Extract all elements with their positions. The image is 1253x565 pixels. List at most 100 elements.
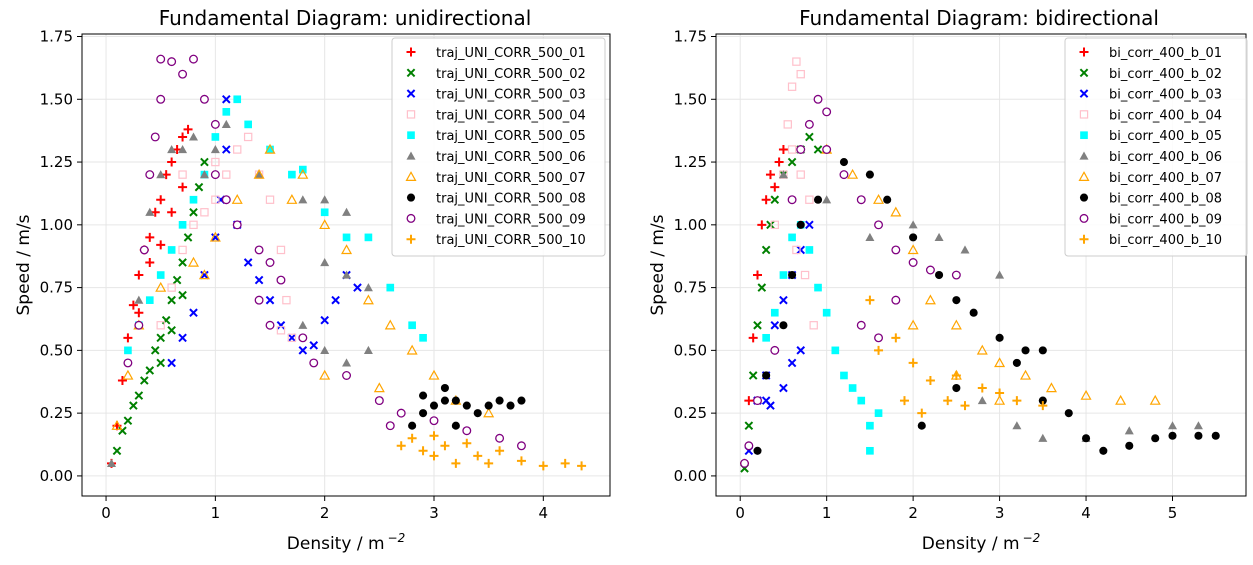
data-point: [123, 358, 133, 368]
data-point: [779, 321, 788, 330]
data-point: [265, 320, 275, 330]
data-point: [977, 383, 987, 393]
data-point: [907, 244, 919, 255]
data-point: [150, 346, 160, 355]
data-point: [917, 421, 926, 430]
data-point: [287, 333, 297, 343]
legend-marker: [1079, 151, 1089, 160]
data-point: [320, 195, 330, 204]
series-traj_UNI_CORR_500_06: [107, 119, 373, 467]
legend-marker: [406, 193, 416, 202]
legend-label: bi_corr_400_b_10: [1109, 233, 1222, 248]
data-point: [232, 220, 242, 230]
data-point: [765, 170, 775, 180]
data-point: [813, 195, 823, 204]
data-point: [484, 401, 493, 410]
data-point: [178, 170, 187, 179]
data-point: [757, 283, 767, 292]
y-tick-label: 1.25: [674, 153, 707, 171]
data-point: [473, 451, 483, 461]
data-point: [298, 333, 308, 343]
y-tick-label: 0.75: [40, 279, 73, 297]
legend-marker: [406, 234, 416, 244]
data-point: [800, 270, 810, 280]
data-point: [128, 300, 138, 310]
data-point: [199, 170, 209, 179]
x-tick-label: 1: [211, 504, 221, 522]
legend-marker: [1079, 68, 1089, 78]
data-point: [908, 358, 918, 368]
data-point: [813, 145, 823, 154]
legend-marker: [1079, 47, 1089, 57]
unidirectional-chart-panel: Fundamental Diagram: unidirectional 0 1 2 3…: [14, 6, 611, 554]
data-point: [298, 320, 308, 329]
data-point: [210, 119, 220, 129]
x-tick-label: 0: [735, 504, 745, 522]
legend-marker: [1079, 234, 1089, 244]
data-point: [891, 333, 901, 343]
chart-title: Fundamental Diagram: bidirectional: [799, 6, 1159, 30]
data-point: [211, 195, 220, 204]
series-traj_UNI_CORR_500_09: [123, 54, 526, 451]
series-traj_UNI_CORR_500_10: [396, 431, 587, 471]
data-point: [211, 133, 220, 141]
data-point: [319, 219, 331, 230]
data-point: [297, 168, 309, 179]
data-point: [874, 345, 884, 355]
data-point: [222, 170, 231, 179]
data-point: [753, 270, 763, 280]
data-point: [178, 145, 188, 154]
data-point: [994, 357, 1006, 368]
data-point: [516, 456, 526, 466]
data-point: [1038, 346, 1047, 355]
data-point: [796, 69, 805, 79]
data-point: [740, 458, 750, 468]
legend-marker: [405, 171, 417, 181]
x-tick-label: 4: [1081, 504, 1091, 522]
data-point: [925, 265, 935, 275]
legend-label: traj_UNI_CORR_500_04: [436, 108, 586, 123]
data-point: [211, 157, 220, 167]
data-point: [847, 168, 859, 179]
data-point: [822, 145, 832, 154]
data-point: [766, 220, 775, 230]
data-point: [995, 333, 1004, 342]
data-point: [865, 170, 874, 179]
data-point: [264, 143, 276, 154]
data-point: [890, 206, 902, 217]
data-point: [222, 108, 231, 116]
legend-label: traj_UNI_CORR_500_02: [436, 67, 586, 82]
data-point: [865, 295, 875, 305]
data-point: [484, 458, 494, 468]
legend-label: bi_corr_400_b_02: [1109, 67, 1222, 82]
data-point: [167, 57, 177, 67]
y-tick-label: 1.75: [40, 28, 73, 46]
x-axis-label: Density / m −2: [287, 531, 405, 554]
data-point: [320, 315, 329, 325]
legend: bi_corr_400_b_01 bi_corr_400_b_02 bi_corr_…: [1064, 37, 1248, 257]
data-point: [320, 208, 329, 217]
data-point: [189, 220, 198, 230]
x-tick-label: 3: [429, 504, 439, 522]
data-point: [342, 270, 352, 279]
legend-marker: [1079, 213, 1089, 223]
data-point: [506, 401, 515, 410]
data-point: [362, 294, 374, 305]
data-point: [145, 257, 155, 267]
data-point: [744, 421, 754, 431]
legend-label: traj_UNI_CORR_500_05: [436, 129, 586, 144]
data-point: [778, 145, 788, 154]
series-traj_UNI_CORR_500_08: [408, 383, 526, 430]
data-point: [178, 333, 187, 343]
bidirectional-chart-panel: Fundamental Diagram: bidirectional 0 1 2 3 4…: [648, 6, 1248, 554]
data-point: [112, 446, 122, 456]
data-point: [286, 193, 298, 204]
data-point: [145, 232, 155, 242]
data-point: [134, 391, 144, 400]
data-point: [309, 341, 319, 350]
data-point: [744, 441, 754, 451]
data-point: [577, 461, 587, 471]
plot-frame: [81, 33, 611, 497]
data-point: [156, 94, 166, 104]
data-point: [891, 295, 901, 305]
